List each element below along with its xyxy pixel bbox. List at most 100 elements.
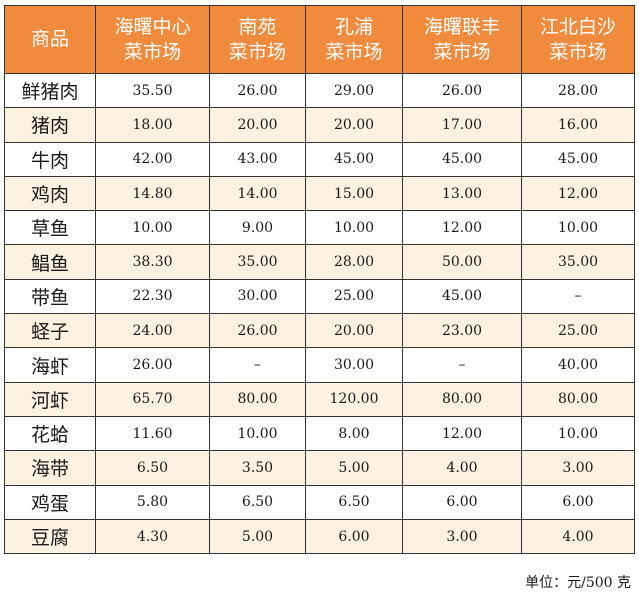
item-name-cell: 带鱼 [4, 278, 96, 315]
header-market-name: 南苑 [238, 15, 277, 38]
header-market-suffix: 菜市场 [549, 40, 607, 63]
price-cell: 9.00 [209, 210, 306, 246]
header-market-suffix: 菜市场 [433, 40, 491, 63]
item-name-cell: 鸡蛋 [4, 484, 96, 520]
price-cell: 3.50 [209, 450, 306, 486]
item-name-cell: 鸡肉 [4, 175, 96, 212]
price-cell: 26.00 [95, 347, 210, 383]
item-name-cell: 鲳鱼 [4, 244, 96, 280]
header-market: 江北白沙 菜市场 [521, 5, 635, 74]
price-cell: 18.00 [95, 107, 210, 143]
price-cell: 20.00 [305, 107, 403, 143]
price-cell: 65.70 [95, 381, 210, 417]
table-row: 鲳鱼 38.30 35.00 28.00 50.00 35.00 [4, 244, 635, 280]
price-cell: 13.00 [402, 175, 522, 212]
price-cell: 35.00 [209, 244, 306, 280]
price-cell: 45.00 [521, 141, 635, 177]
price-cell: 30.00 [305, 347, 403, 383]
table-row: 带鱼 22.30 30.00 25.00 45.00– [4, 278, 635, 315]
price-cell: – [402, 347, 522, 383]
price-cell: 28.00 [521, 72, 635, 109]
price-cell: 6.50 [209, 484, 306, 520]
header-item: 商品 [4, 5, 96, 74]
price-cell: 10.00 [209, 415, 306, 452]
price-cell: 26.00 [209, 72, 306, 109]
price-cell: 25.00 [521, 313, 635, 349]
table-row: 鲜猪肉 35.50 26.00 29.00 26.00 28.00 [4, 72, 635, 109]
price-cell: 35.00 [521, 244, 635, 280]
table-row: 蛏子 24.00 26.00 20.00 23.00 25.00 [4, 313, 635, 349]
item-name-cell: 河虾 [4, 381, 96, 417]
price-cell: 10.00 [521, 415, 635, 452]
price-cell: 5.00 [305, 450, 403, 486]
table-row: 草鱼 10.00 9.00 10.00 12.00 10.00 [4, 210, 635, 246]
item-name-cell: 蛏子 [4, 313, 96, 349]
price-cell: 80.00 [402, 381, 522, 417]
price-cell: 14.80 [95, 175, 210, 212]
header-market-name: 孔浦 [334, 15, 373, 38]
price-cell: 10.00 [521, 210, 635, 246]
item-name-cell: 海虾 [4, 347, 96, 383]
item-name-cell: 草鱼 [4, 210, 96, 246]
price-table: 商品 海曙中心 菜市场 南苑 菜市场 孔浦 菜市场 海曙联丰 菜市场 江北白沙 … [4, 5, 635, 555]
price-cell: 80.00 [209, 381, 306, 417]
item-name-cell: 花蛤 [4, 415, 96, 452]
price-cell: 10.00 [95, 210, 210, 246]
table-row: 海虾 26.00–30.00–40.00 [4, 347, 635, 383]
table-row: 花蛤 11.60 10.00 8.00 12.00 10.00 [4, 415, 635, 452]
table-row: 牛肉 42.00 43.00 45.00 45.00 45.00 [4, 141, 635, 177]
header-row: 商品 海曙中心 菜市场 南苑 菜市场 孔浦 菜市场 海曙联丰 菜市场 江北白沙 … [4, 5, 635, 74]
price-cell: 120.00 [305, 381, 403, 417]
table-row: 鸡蛋 5.80 6.50 6.50 6.00 6.00 [4, 484, 635, 520]
unit-note: 单位：元/500 克 [525, 575, 631, 591]
price-cell: 6.00 [402, 484, 522, 520]
price-cell: 10.00 [305, 210, 403, 246]
price-cell: 28.00 [305, 244, 403, 280]
header-market-name: 江北白沙 [539, 15, 616, 38]
price-cell: 17.00 [402, 107, 522, 143]
price-cell: 5.00 [209, 518, 306, 555]
table-row: 猪肉 18.00 20.00 20.00 17.00 16.00 [4, 107, 635, 143]
price-cell: 80.00 [521, 381, 635, 417]
price-cell: 30.00 [209, 278, 306, 315]
price-cell: 15.00 [305, 175, 403, 212]
item-name-cell: 猪肉 [4, 107, 96, 143]
header-market-suffix: 菜市场 [325, 40, 383, 63]
price-cell: 42.00 [95, 141, 210, 177]
price-cell: 4.00 [402, 450, 522, 486]
item-name-cell: 牛肉 [4, 141, 96, 177]
header-market: 海曙中心 菜市场 [95, 5, 210, 74]
table-row: 豆腐 4.30 5.00 6.00 3.00 4.00 [4, 518, 635, 555]
table-row: 河虾 65.70 80.00 120.00 80.00 80.00 [4, 381, 635, 417]
price-cell: 26.00 [209, 313, 306, 349]
price-cell: 3.00 [402, 518, 522, 555]
price-cell: 3.00 [521, 450, 635, 486]
price-cell: 6.00 [521, 484, 635, 520]
item-name-cell: 鲜猪肉 [4, 72, 96, 109]
item-name-cell: 豆腐 [4, 518, 96, 555]
header-market-suffix: 菜市场 [228, 40, 286, 63]
price-cell: 20.00 [209, 107, 306, 143]
price-cell: 11.60 [95, 415, 210, 452]
header-market: 南苑 菜市场 [209, 5, 306, 74]
table-row: 海带 6.50 3.50 5.00 4.00 3.00 [4, 450, 635, 486]
price-cell: 6.50 [95, 450, 210, 486]
price-cell: 16.00 [521, 107, 635, 143]
price-cell: 45.00 [402, 141, 522, 177]
header-item-label: 商品 [30, 28, 69, 50]
table-body: 鲜猪肉 35.50 26.00 29.00 26.00 28.00 猪肉 18.00 20.00… [4, 72, 635, 555]
price-cell: 8.00 [305, 415, 403, 452]
price-cell: 6.00 [305, 518, 403, 555]
price-cell: 6.50 [305, 484, 403, 520]
header-market-name: 海曙联丰 [423, 15, 500, 38]
header-market: 孔浦 菜市场 [305, 5, 403, 74]
price-cell: 35.50 [95, 72, 210, 109]
price-cell: 24.00 [95, 313, 210, 349]
table-row: 鸡肉 14.80 14.00 15.00 13.00 12.00 [4, 175, 635, 212]
price-cell: 40.00 [521, 347, 635, 383]
header-market: 海曙联丰 菜市场 [402, 5, 522, 74]
price-cell: 25.00 [305, 278, 403, 315]
price-cell: 29.00 [305, 72, 403, 109]
header-market-name: 海曙中心 [114, 15, 191, 38]
price-cell: 5.80 [95, 484, 210, 520]
